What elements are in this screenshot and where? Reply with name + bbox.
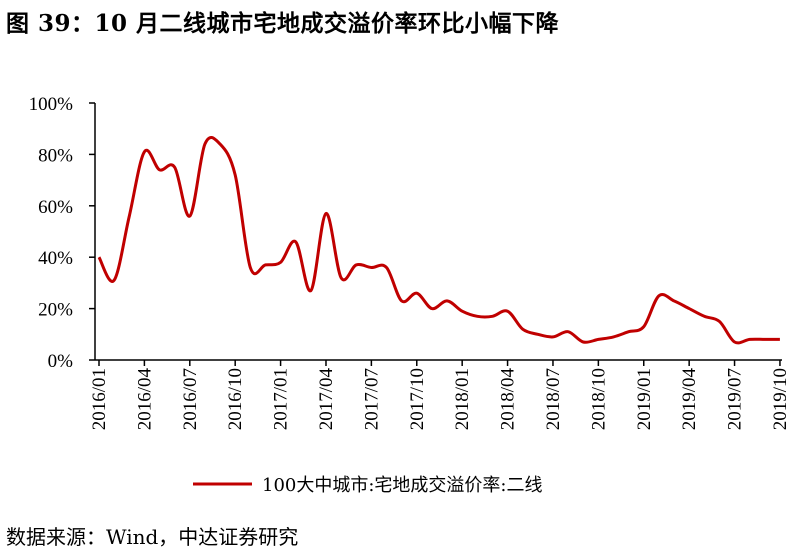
y-tick-label: 40%: [38, 248, 73, 269]
x-tick-label: 2018/01: [452, 368, 473, 430]
x-tick-label: 2019/01: [634, 368, 655, 430]
axes: [94, 103, 782, 361]
x-tick-label: 2017/01: [271, 368, 292, 430]
x-tick-label: 2018/07: [543, 368, 564, 430]
x-tick-label: 2017/10: [407, 368, 428, 430]
x-tick-label: 2016/04: [134, 368, 155, 431]
x-axis-ticks: 2016/01 2016/04 2016/07 2016/10 2017/01 2017/…: [89, 360, 791, 430]
y-tick-label: 20%: [38, 300, 73, 321]
x-tick-label: 2017/04: [316, 368, 337, 431]
x-tick-label: 2017/07: [361, 368, 382, 430]
series-line: [97, 135, 780, 345]
x-tick-label: 2019/10: [770, 368, 791, 430]
y-tick-label: 80%: [38, 145, 73, 166]
x-tick-label: 2018/04: [498, 368, 519, 431]
plot-area: [97, 135, 780, 345]
x-tick-label: 2018/10: [588, 368, 609, 430]
x-tick-label: 2016/10: [225, 368, 246, 430]
y-tick-label: 100%: [29, 94, 74, 115]
y-tick-label: 60%: [38, 197, 73, 218]
legend: 100大中城市:宅地成交溢价率:二线: [193, 475, 542, 496]
x-tick-label: 2016/07: [180, 368, 201, 430]
y-tick-label: 0%: [48, 351, 74, 372]
chart-title: 图 39：10 月二线城市宅地成交溢价率环比小幅下降: [6, 10, 560, 37]
y-axis-ticks: 0% 20% 40% 60% 80% 100%: [29, 94, 95, 372]
legend-label: 100大中城市:宅地成交溢价率:二线: [262, 475, 542, 496]
x-tick-label: 2019/04: [679, 368, 700, 431]
x-tick-label: 2019/07: [725, 368, 746, 430]
x-tick-label: 2016/01: [89, 368, 110, 430]
data-source: 数据来源：Wind，中达证券研究: [6, 525, 299, 549]
